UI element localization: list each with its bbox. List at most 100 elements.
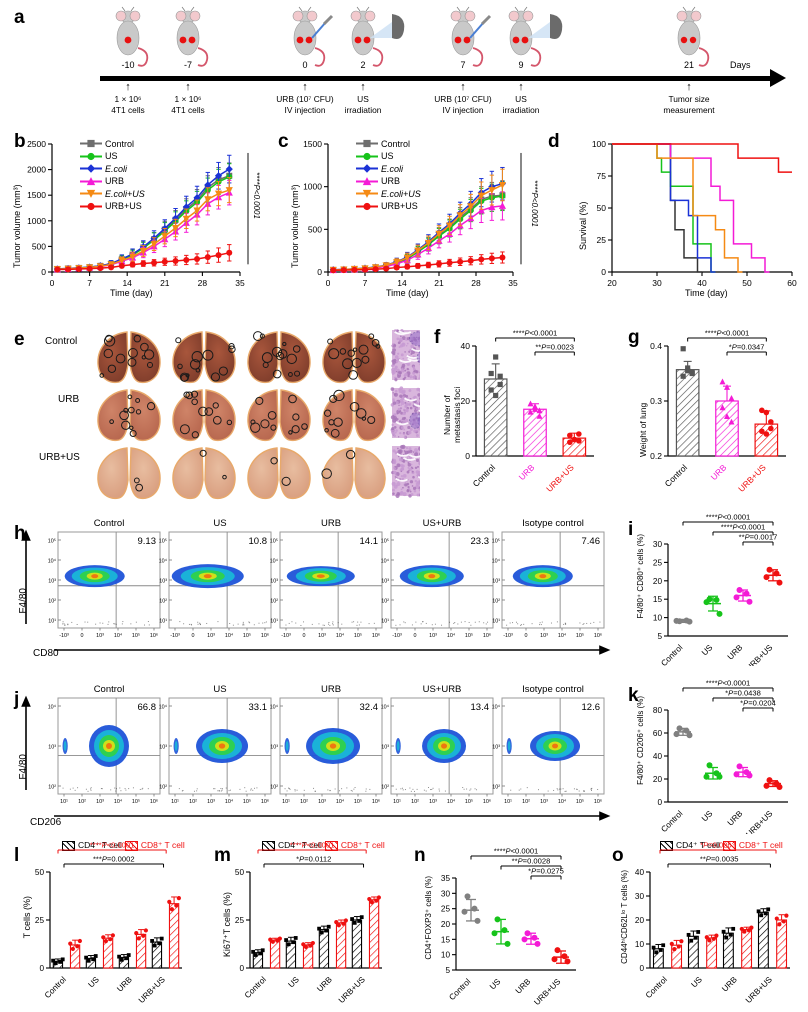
svg-text:30: 30	[441, 889, 451, 898]
timeline-caption-0-line2: 4T1 cells	[111, 105, 145, 115]
svg-text:10²: 10²	[270, 785, 278, 791]
svg-text:0: 0	[41, 267, 46, 277]
legend-item-urb-us: URB+US	[356, 201, 421, 212]
svg-text:URB: URB	[726, 809, 745, 828]
panel-c-significance: ****P<0.0001	[530, 180, 539, 227]
timeline-caption-6: Tumor size measurement	[647, 94, 731, 116]
svg-text:0: 0	[303, 633, 306, 639]
data-point	[744, 591, 750, 597]
svg-text:10¹: 10¹	[492, 619, 500, 625]
data-point	[505, 941, 511, 947]
data-point	[687, 732, 693, 738]
svg-text:****P<0.0001: ****P<0.0001	[90, 841, 135, 850]
legend-item-urb: URB	[356, 176, 421, 187]
panel-b-tumor-volume-chart: Tumor volume (mm³) Time (day) 0 500 1000 15…	[0, 130, 275, 305]
legend-label: US	[381, 151, 394, 161]
flow-gate-value: 33.1	[249, 702, 268, 713]
data-point	[472, 906, 478, 912]
legend-label: E.coli	[381, 164, 403, 174]
bar	[742, 930, 752, 968]
svg-text:10³: 10³	[318, 799, 326, 805]
svg-text:URB: URB	[720, 975, 739, 994]
timeline-caption-6-line1: Tumor size	[668, 94, 709, 104]
timeline-tick-4: 7	[433, 60, 493, 70]
flow-gate-value: 12.6	[582, 702, 601, 713]
panel-b-legend: Control US E.coli URB E.coli+US URB+US	[80, 138, 145, 213]
panel-f-metastasis-chart: Number of metastasis foci 0 20 40 Control UR…	[418, 316, 614, 500]
timeline-tick-2: 0	[275, 60, 335, 70]
flow-column-title: US+URB	[423, 518, 462, 529]
data-point	[704, 774, 710, 780]
svg-text:Control: Control	[659, 809, 684, 834]
timeline-tick-3: 2	[333, 60, 393, 70]
data-point	[462, 909, 468, 915]
svg-text:URB: URB	[517, 462, 537, 482]
svg-text:75: 75	[597, 171, 607, 181]
bar	[759, 912, 769, 968]
lung-photo	[248, 390, 310, 440]
data-point	[714, 597, 720, 603]
flow-gate-value: 23.3	[471, 536, 490, 547]
svg-text:US: US	[287, 975, 302, 990]
svg-text:URB+US: URB+US	[744, 975, 774, 1005]
svg-text:10³: 10³	[318, 633, 326, 639]
panel-b-significance: ****P<0.0001	[252, 172, 261, 219]
bar	[352, 920, 361, 968]
svg-text:*P=0.0275: *P=0.0275	[528, 867, 564, 876]
timeline-caption-3-line1: US	[357, 94, 369, 104]
svg-text:10⁶: 10⁶	[372, 799, 380, 805]
svg-text:10²: 10²	[270, 599, 278, 605]
bar	[716, 401, 738, 456]
svg-text:0.4: 0.4	[650, 341, 662, 351]
timeline-caption-3-line2: irradiation	[345, 105, 382, 115]
svg-text:1000: 1000	[303, 182, 322, 192]
data-point	[767, 567, 773, 573]
svg-text:0.3: 0.3	[650, 396, 662, 406]
data-point	[535, 941, 541, 947]
svg-text:10⁴: 10⁴	[225, 633, 234, 639]
svg-text:10⁶: 10⁶	[150, 633, 158, 639]
svg-text:50: 50	[597, 203, 607, 213]
bar	[169, 904, 178, 968]
svg-text:10²: 10²	[300, 799, 308, 805]
svg-text:URB: URB	[115, 975, 134, 994]
data-point	[777, 580, 783, 586]
data-point	[495, 916, 501, 922]
svg-text:40: 40	[635, 868, 645, 877]
svg-text:10²: 10²	[411, 799, 419, 805]
panel-m-plot-area: 02550Control US URB URB+US****P<0.0001*P=0.…	[200, 836, 402, 1012]
svg-text:40: 40	[697, 278, 707, 288]
data-point	[525, 930, 531, 936]
flow-gate-value: 32.4	[360, 702, 379, 713]
legend-item-e-coli-us: E.coli+US	[80, 188, 145, 199]
timeline-caption-5-line1: US	[515, 94, 527, 104]
panel-m-ki67-chart: CD4⁺ T cell CD8⁺ T cell Ki67⁺T cells (%)…	[200, 836, 402, 1012]
svg-text:10⁶: 10⁶	[372, 633, 380, 639]
svg-text:10¹: 10¹	[159, 619, 167, 625]
panel-d-survival-chart: Survival (%) Time (day) 0 25 50 75 100 20 30 40…	[540, 130, 808, 305]
svg-text:10³: 10³	[492, 745, 500, 751]
data-point	[704, 599, 710, 605]
svg-text:0.2: 0.2	[650, 451, 662, 461]
svg-text:10⁴: 10⁴	[558, 799, 567, 805]
legend-symbol	[80, 188, 102, 199]
bar	[484, 379, 506, 456]
svg-text:0: 0	[81, 633, 84, 639]
svg-text:**P=0.0028: **P=0.0028	[512, 857, 551, 866]
svg-text:10⁵: 10⁵	[243, 633, 251, 639]
svg-text:10⁴: 10⁴	[492, 705, 501, 711]
bar	[369, 900, 378, 968]
bar	[676, 370, 698, 456]
timeline-caption-1: 1 × 10⁶ 4T1 cells	[146, 94, 230, 116]
timeline-tick-0: -10	[98, 60, 158, 70]
lung-photo	[98, 332, 160, 382]
legend-item-control: Control	[80, 138, 145, 149]
svg-text:15: 15	[441, 935, 451, 944]
legend-symbol	[80, 163, 102, 174]
svg-text:60: 60	[787, 278, 797, 288]
timeline-caption-2-line2: IV injection	[285, 105, 326, 115]
svg-text:20: 20	[653, 775, 663, 784]
legend-item-urb: URB	[80, 176, 145, 187]
data-point	[737, 587, 743, 593]
svg-text:****P<0.0001: ****P<0.0001	[513, 329, 558, 338]
